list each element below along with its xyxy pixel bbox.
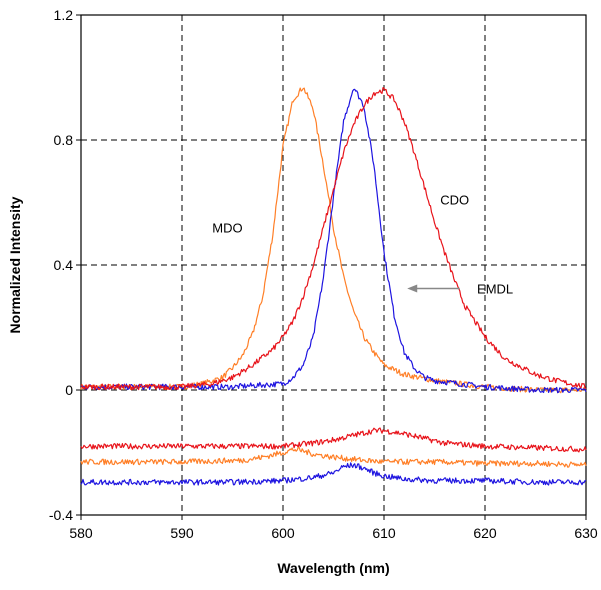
series-line-1 [80, 87, 587, 394]
x-tick-label: 590 [170, 525, 194, 541]
annotation-mdo: MDO [212, 221, 242, 236]
series-line-4 [80, 427, 587, 453]
series-line-3 [80, 87, 587, 391]
x-tick-label: 580 [69, 525, 93, 541]
x-tick-label: 600 [271, 525, 295, 541]
x-tick-label: 610 [372, 525, 396, 541]
y-tick-label: -0.4 [49, 507, 73, 523]
y-tick-label: 0.8 [54, 132, 74, 148]
y-tick-label: 0.4 [54, 257, 74, 273]
axis-ticks: 580 590 600 610 620 630 -0.4 0 0.4 0.8 1.2 [49, 7, 598, 541]
y-tick-label: 0 [65, 382, 73, 398]
series-line-2 [80, 88, 587, 394]
series-group [80, 87, 587, 486]
series-line-6 [80, 462, 587, 486]
arrow-head-icon [407, 284, 418, 293]
x-tick-label: 630 [574, 525, 598, 541]
annotation-emdl: EMDL [477, 281, 513, 296]
grid [81, 15, 586, 515]
y-tick-label: 1.2 [54, 7, 74, 23]
y-axis-title: Normalized Intensity [7, 196, 23, 333]
x-axis-title: Wavelength (nm) [277, 560, 389, 576]
series-line-5 [80, 447, 587, 468]
x-tick-label: 620 [473, 525, 497, 541]
annotation-cdo: CDO [440, 192, 469, 207]
annotations: MDO CDO EMDL [212, 192, 513, 296]
